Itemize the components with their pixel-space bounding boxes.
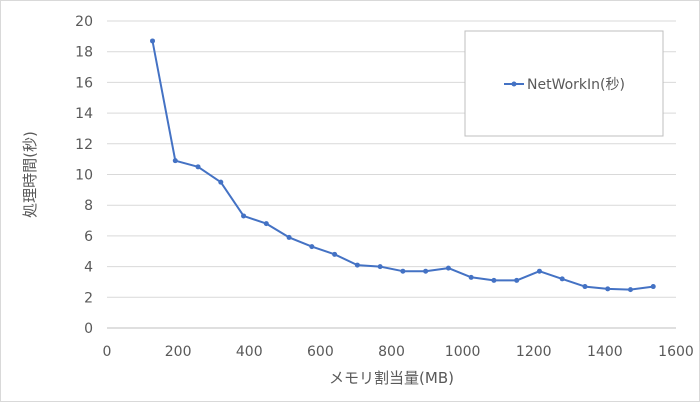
x-tick-label: 1600 — [658, 344, 694, 360]
data-point — [423, 268, 429, 274]
data-point — [400, 268, 406, 274]
data-point — [309, 244, 315, 250]
y-tick-label: 0 — [84, 321, 93, 337]
data-point — [650, 284, 656, 290]
y-tick-label: 8 — [84, 198, 93, 214]
y-axis-title: 処理時間(秒) — [21, 131, 39, 218]
y-axis-ticks: 0 2 4 6 8 10 12 14 16 18 20 — [75, 14, 93, 337]
y-tick-label: 18 — [75, 45, 93, 61]
data-point — [468, 274, 474, 280]
x-axis-ticks: 0 200 400 600 800 1000 1200 1400 1600 — [103, 344, 694, 360]
x-tick-label: 800 — [378, 344, 405, 360]
data-point — [150, 38, 156, 44]
data-point — [332, 251, 338, 257]
data-point — [445, 265, 451, 271]
x-axis-title: メモリ割当量(MB) — [329, 369, 454, 387]
x-tick-label: 600 — [307, 344, 334, 360]
data-point — [536, 268, 542, 274]
x-tick-label: 0 — [103, 344, 112, 360]
y-tick-label: 20 — [75, 14, 93, 30]
series-layer — [150, 38, 656, 293]
data-point — [491, 277, 497, 283]
legend: NetWorkIn(秒) — [464, 30, 664, 137]
legend-marker — [511, 81, 517, 87]
x-tick-label: 200 — [165, 344, 192, 360]
data-point — [354, 262, 360, 268]
legend-label: NetWorkIn(秒) — [527, 77, 625, 93]
y-tick-label: 2 — [84, 290, 93, 306]
y-tick-label: 6 — [84, 229, 93, 245]
data-point — [559, 276, 565, 282]
x-tick-label: 400 — [236, 344, 263, 360]
data-point — [263, 221, 269, 227]
x-tick-label: 1400 — [587, 344, 623, 360]
data-point — [195, 164, 201, 170]
y-tick-label: 16 — [75, 75, 93, 91]
data-point — [286, 234, 292, 240]
data-point — [582, 284, 588, 290]
y-tick-label: 10 — [75, 168, 93, 184]
data-point — [514, 277, 520, 283]
x-tick-label: 1200 — [516, 344, 552, 360]
data-point — [377, 264, 383, 270]
data-point — [218, 179, 224, 185]
data-point — [172, 158, 178, 164]
data-point — [241, 213, 247, 219]
data-point — [627, 287, 633, 293]
data-point — [605, 286, 611, 292]
y-tick-label: 14 — [75, 106, 93, 122]
y-tick-label: 4 — [84, 260, 93, 276]
y-tick-label: 12 — [75, 137, 93, 153]
x-tick-label: 1000 — [445, 344, 481, 360]
legend-box — [464, 30, 664, 137]
